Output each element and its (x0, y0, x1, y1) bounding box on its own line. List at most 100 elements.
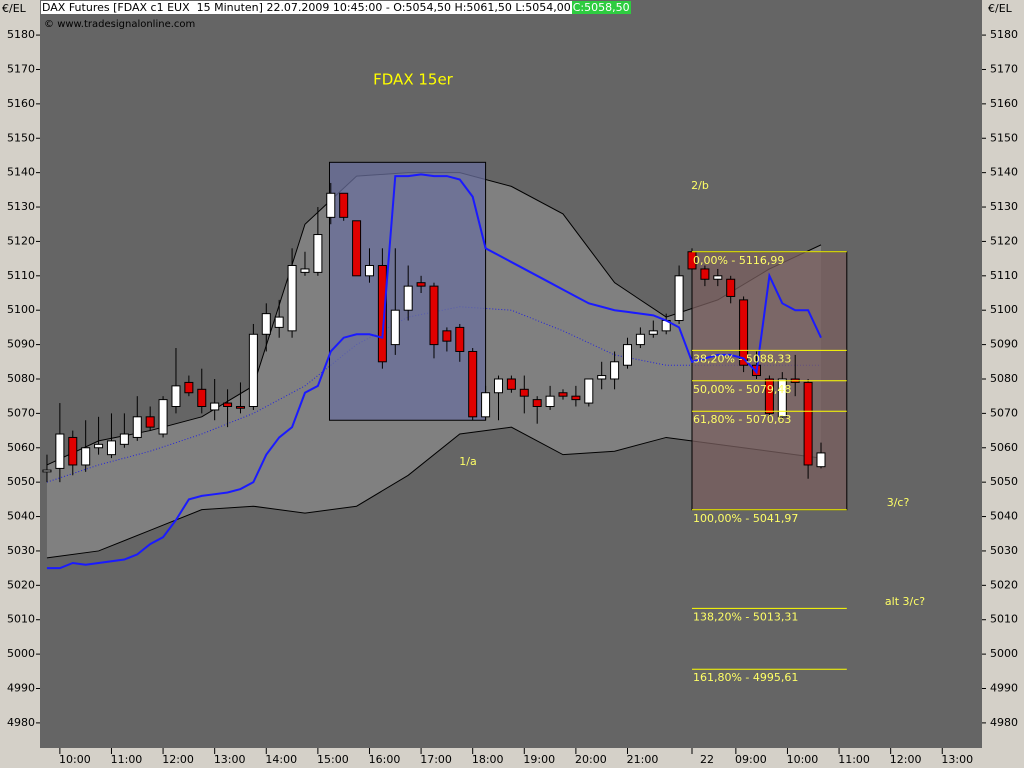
x-tick-label: 13:00 (214, 753, 246, 766)
candle-body (764, 378, 774, 414)
y-tick-label: 5140 (990, 166, 1018, 179)
candle-body (119, 433, 129, 445)
y-tick-label: 5080 (7, 372, 35, 385)
chart-title: DAX Futures [FDAX c1 EUX 15 Minuten] 22.… (41, 1, 572, 14)
candle-body (610, 361, 620, 380)
candle-body (571, 395, 581, 401)
x-tick-label: 16:00 (369, 753, 401, 766)
candle-body (455, 326, 465, 352)
candle-body (197, 388, 207, 407)
candle-body (519, 388, 529, 397)
candle-body (390, 309, 400, 346)
candle-body (171, 385, 181, 407)
y-tick-label: 5110 (990, 269, 1018, 282)
annotation: 2/b (691, 179, 709, 192)
candle-body (674, 275, 684, 322)
candle-body (532, 399, 542, 407)
candle-body (584, 378, 594, 404)
candle-body (468, 350, 478, 418)
candle-body (442, 330, 452, 342)
y-tick-label: 5020 (990, 578, 1018, 591)
header: DAX Futures [FDAX c1 EUX 15 Minuten] 22.… (41, 1, 631, 15)
unit-left: €/EL (2, 2, 27, 15)
fib-label: 100,00% - 5041,97 (693, 512, 798, 525)
y-tick-label: 5030 (990, 544, 1018, 557)
y-tick-label: 5080 (990, 372, 1018, 385)
fib-label: 50,00% - 5079,48 (693, 383, 791, 396)
y-tick-label: 5050 (990, 475, 1018, 488)
candle-body (158, 399, 168, 435)
candle-body (326, 192, 336, 218)
candle-body (803, 381, 813, 466)
candle-body (274, 316, 284, 328)
candle-body (377, 264, 387, 363)
y-tick-label: 5180 (990, 28, 1018, 41)
y-tick-label: 5180 (7, 28, 35, 41)
candle-body (700, 268, 710, 280)
candle-body (506, 378, 516, 390)
fib-label: 161,80% - 4995,61 (693, 671, 798, 684)
candle-body (739, 299, 749, 366)
candle-body (816, 452, 826, 468)
candle-body (55, 433, 65, 469)
y-tick-label: 5020 (7, 578, 35, 591)
candle-body (403, 285, 413, 311)
candle-body (481, 392, 491, 418)
y-tick-label: 4980 (7, 716, 35, 729)
x-tick-label: 10:00 (787, 753, 819, 766)
unit-right: €/EL (988, 2, 1013, 15)
y-tick-label: 5150 (990, 131, 1018, 144)
x-tick-label: 17:00 (420, 753, 452, 766)
y-tick-label: 5090 (990, 338, 1018, 351)
candle-body (635, 333, 645, 346)
candle-body (81, 447, 91, 466)
y-tick-label: 5160 (990, 97, 1018, 110)
candle-body (364, 264, 374, 277)
candle-body (352, 220, 362, 277)
y-tick-label: 5110 (7, 269, 35, 282)
y-tick-label: 5060 (990, 441, 1018, 454)
annotation: 1/a (459, 455, 476, 468)
candle-body (184, 381, 194, 394)
y-tick-label: 4990 (990, 682, 1018, 695)
y-tick-label: 5060 (7, 441, 35, 454)
y-tick-label: 5030 (7, 544, 35, 557)
x-tick-label: 14:00 (265, 753, 297, 766)
candle-body (558, 392, 568, 397)
y-tick-label: 5170 (7, 62, 35, 75)
x-tick-label: 21:00 (627, 753, 659, 766)
y-tick-label: 5120 (7, 234, 35, 247)
y-tick-label: 5050 (7, 475, 35, 488)
y-tick-label: 5100 (990, 303, 1018, 316)
candle-body (300, 268, 310, 273)
candle-body (726, 278, 736, 297)
x-tick-label: 11:00 (838, 753, 870, 766)
ma-line (46, 173, 822, 570)
fib-label: 38,20% - 5088,33 (693, 352, 791, 365)
y-tick-label: 5010 (7, 613, 35, 626)
candle-body (622, 344, 632, 366)
candle-body (235, 405, 245, 409)
x-tick-label: 19:00 (523, 753, 555, 766)
candle-body (713, 275, 723, 280)
y-tick-label: 5090 (7, 338, 35, 351)
y-tick-label: 5040 (7, 510, 35, 523)
x-tick-label: 20:00 (575, 753, 607, 766)
annotation: alt 3/c? (885, 595, 925, 608)
y-tick-label: 5170 (990, 62, 1018, 75)
candle-body (313, 234, 323, 273)
candle-body (545, 395, 555, 407)
x-tick-label: 12:00 (162, 753, 194, 766)
candle-body (416, 282, 426, 287)
fib-label: 138,20% - 5013,31 (693, 610, 798, 623)
candle-body (94, 443, 104, 449)
candle-body (429, 285, 439, 346)
y-tick-label: 5070 (7, 406, 35, 419)
x-tick-label: 15:00 (317, 753, 349, 766)
candle-body (42, 469, 52, 473)
source-text: www.tradesignalonline.com (57, 19, 196, 30)
candle-body (145, 416, 155, 428)
x-tick-label: 11:00 (111, 753, 143, 766)
